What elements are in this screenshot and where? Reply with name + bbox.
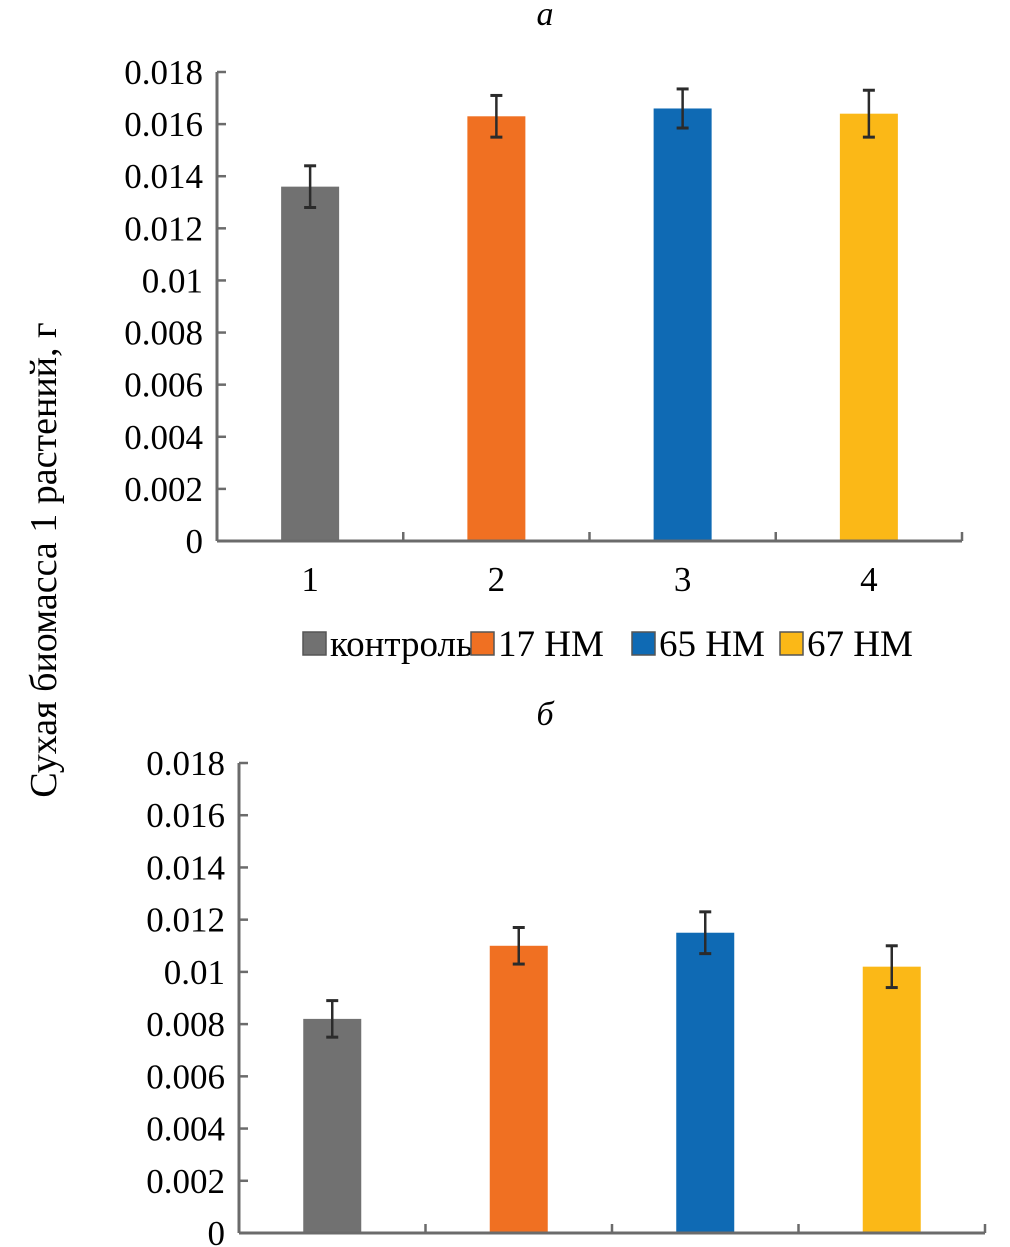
chart-a-title: а	[537, 0, 554, 33]
chart-b-bar-4	[862, 966, 921, 1232]
chart-a-bar-3	[653, 108, 712, 540]
chart-b-y-tick-label: 0.018	[146, 744, 225, 783]
chart-b-y-tick-label: 0.004	[146, 1110, 225, 1149]
chart-a-x-tick-label: 2	[488, 560, 506, 599]
chart-b-bar-3	[676, 932, 735, 1232]
legend-swatch-4	[779, 631, 804, 656]
legend-label-2: 17 НМ	[498, 624, 604, 665]
chart-a: а 0 0.002 0.004 0.006 0.008 0.01 0.012 0.014 0.0…	[124, 0, 964, 599]
chart-a-x-tick-label: 1	[301, 560, 319, 599]
chart-a-y-tick-label: 0.008	[124, 314, 203, 353]
legend: контроль 17 НМ 65 НМ 67 НМ	[302, 624, 913, 665]
chart-b-y-tick-label: 0	[208, 1214, 226, 1247]
legend-swatch-3	[631, 631, 656, 656]
chart-a-bar-2	[467, 116, 526, 540]
chart-a-x-tick-label: 3	[674, 560, 692, 599]
chart-b-y-tick-label: 0.014	[146, 848, 225, 887]
chart-b-y-tick-label: 0.002	[146, 1162, 225, 1201]
chart-b-y-tick-label: 0.012	[146, 901, 225, 940]
chart-b-title: б	[536, 696, 555, 733]
chart-b-bar-2	[489, 945, 548, 1232]
chart-a-y-tick-label: 0	[186, 522, 204, 561]
chart-a-bar-1	[281, 186, 340, 540]
chart-b-y-tick-label: 0.006	[146, 1057, 225, 1096]
chart-a-y-tick-label: 0.018	[124, 53, 203, 92]
chart-a-y-tick-label: 0.01	[142, 261, 203, 300]
chart-b-y-tick-label: 0.01	[164, 953, 225, 992]
chart-b-y-tick-label: 0.016	[146, 796, 225, 835]
legend-label-3: 65 НМ	[659, 624, 765, 665]
chart-a-y-tick-label: 0.012	[124, 209, 203, 248]
y-axis-title: Сухая биомасса 1 растений, г	[23, 322, 65, 797]
chart-b-y-tick-label: 0.008	[146, 1005, 225, 1044]
chart-a-y-tick-label: 0.006	[124, 366, 203, 405]
legend-label-4: 67 НМ	[807, 624, 913, 665]
chart-b: б 0 0.002 0.004 0.006 0.008 0.01 0.012 0.014 0.0…	[146, 696, 987, 1247]
legend-label-1: контроль	[330, 624, 473, 665]
chart-a-y-tick-label: 0.014	[124, 157, 203, 196]
chart-b-bar-1	[303, 1018, 362, 1232]
chart-a-x-tick-label: 4	[860, 560, 878, 599]
chart-a-y-tick-label: 0.016	[124, 105, 203, 144]
legend-swatch-2	[470, 631, 495, 656]
legend-swatch-1	[302, 631, 327, 656]
chart-a-bar-4	[839, 113, 898, 540]
chart-a-y-tick-label: 0.002	[124, 470, 203, 509]
chart-a-y-tick-label: 0.004	[124, 418, 203, 457]
